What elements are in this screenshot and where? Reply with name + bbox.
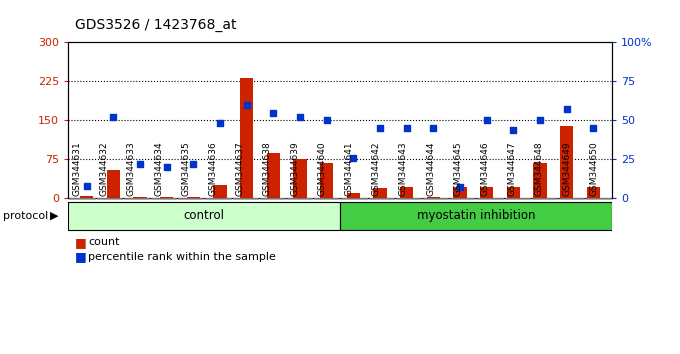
Bar bbox=[107, 170, 120, 198]
Text: GSM344643: GSM344643 bbox=[399, 142, 408, 196]
Text: GSM344634: GSM344634 bbox=[154, 142, 163, 196]
Bar bbox=[160, 197, 173, 198]
Text: count: count bbox=[88, 238, 120, 247]
Text: GDS3526 / 1423768_at: GDS3526 / 1423768_at bbox=[75, 18, 237, 32]
Bar bbox=[80, 196, 93, 198]
Text: GSM344631: GSM344631 bbox=[73, 142, 82, 196]
Point bbox=[454, 184, 465, 190]
Point bbox=[268, 110, 279, 115]
Point bbox=[294, 114, 305, 120]
Bar bbox=[400, 187, 413, 198]
Bar bbox=[507, 187, 520, 198]
Text: ■: ■ bbox=[75, 236, 86, 249]
Bar bbox=[320, 163, 333, 198]
Bar bbox=[187, 197, 200, 198]
Text: GSM344636: GSM344636 bbox=[209, 142, 218, 196]
Bar bbox=[240, 78, 254, 198]
Bar bbox=[454, 187, 466, 198]
Text: GSM344646: GSM344646 bbox=[481, 142, 490, 196]
Text: GSM344641: GSM344641 bbox=[345, 142, 354, 196]
Text: GSM344644: GSM344644 bbox=[426, 142, 435, 196]
Bar bbox=[347, 193, 360, 198]
Text: GSM344633: GSM344633 bbox=[127, 142, 136, 196]
Bar bbox=[133, 197, 147, 198]
Point bbox=[81, 183, 92, 189]
Point bbox=[375, 125, 386, 131]
Text: myostatin inhibition: myostatin inhibition bbox=[417, 210, 535, 222]
Bar bbox=[533, 163, 547, 198]
Point bbox=[161, 164, 172, 170]
Point bbox=[534, 118, 545, 123]
FancyBboxPatch shape bbox=[340, 202, 612, 230]
Text: GSM344650: GSM344650 bbox=[590, 142, 598, 196]
Point bbox=[348, 155, 359, 161]
Point bbox=[481, 118, 492, 123]
Bar bbox=[293, 159, 307, 198]
Text: GSM344645: GSM344645 bbox=[454, 142, 462, 196]
Bar bbox=[426, 197, 440, 198]
Point bbox=[241, 102, 252, 108]
Text: ■: ■ bbox=[75, 250, 86, 263]
Text: control: control bbox=[184, 210, 224, 222]
Point bbox=[588, 125, 599, 131]
Bar bbox=[560, 126, 573, 198]
Bar bbox=[480, 187, 493, 198]
Text: percentile rank within the sample: percentile rank within the sample bbox=[88, 252, 276, 262]
Point bbox=[428, 125, 439, 131]
Point bbox=[188, 161, 199, 167]
FancyBboxPatch shape bbox=[68, 202, 340, 230]
Text: GSM344647: GSM344647 bbox=[508, 142, 517, 196]
Text: GSM344642: GSM344642 bbox=[372, 142, 381, 196]
Point bbox=[321, 118, 332, 123]
Text: GSM344635: GSM344635 bbox=[182, 142, 190, 196]
Bar bbox=[214, 185, 226, 198]
Point bbox=[108, 114, 119, 120]
Text: GSM344649: GSM344649 bbox=[562, 142, 571, 196]
Text: GSM344632: GSM344632 bbox=[100, 142, 109, 196]
Point bbox=[561, 107, 572, 112]
Bar bbox=[373, 188, 387, 198]
Bar bbox=[587, 187, 600, 198]
Text: GSM344640: GSM344640 bbox=[318, 142, 326, 196]
Text: GSM344638: GSM344638 bbox=[263, 142, 272, 196]
Point bbox=[508, 127, 519, 132]
Text: ▶: ▶ bbox=[50, 211, 58, 221]
Point bbox=[401, 125, 412, 131]
Text: GSM344639: GSM344639 bbox=[290, 142, 299, 196]
Point bbox=[135, 161, 146, 167]
Text: GSM344648: GSM344648 bbox=[535, 142, 544, 196]
Text: protocol: protocol bbox=[3, 211, 49, 221]
Point bbox=[215, 121, 226, 126]
Text: GSM344637: GSM344637 bbox=[236, 142, 245, 196]
Bar bbox=[267, 153, 280, 198]
